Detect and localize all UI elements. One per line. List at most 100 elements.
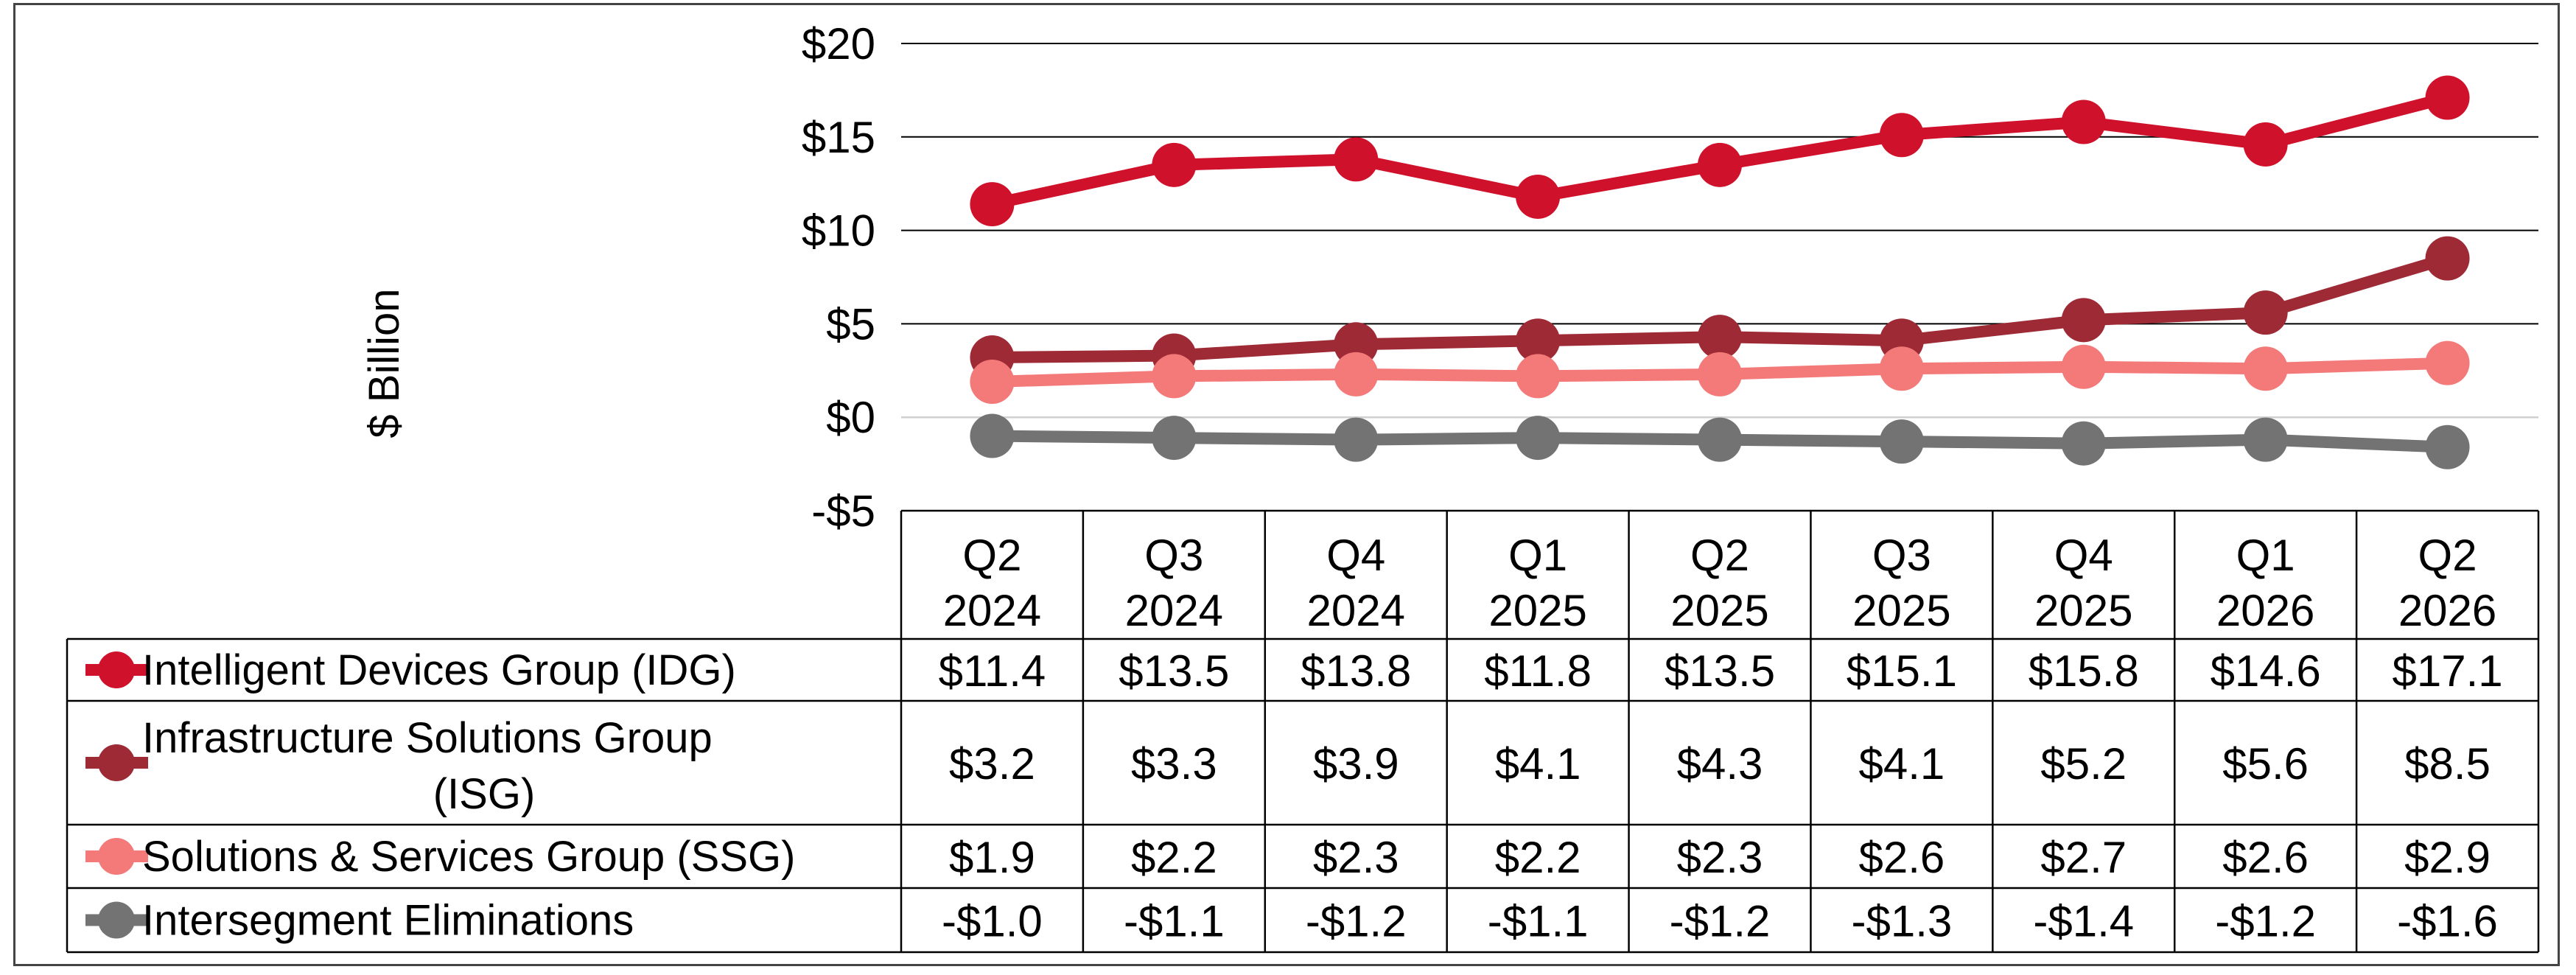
data-table-value: -$1.0 [942,897,1043,946]
data-table-value: $13.5 [1665,646,1775,696]
category-quarter-label: Q4 [2054,531,2113,580]
data-table-value: $1.9 [949,833,1035,882]
data-point-1 [1698,142,1742,187]
category-year-label: 2025 [1670,586,1768,635]
data-table-value: -$1.3 [1852,897,1953,946]
category-quarter-label: Q3 [1872,531,1931,580]
data-point-3 [1334,352,1379,396]
data-table-value: $4.1 [1858,739,1945,789]
data-table-value: $3.9 [1313,739,1399,789]
series-label: Intersegment Eliminations [142,897,634,945]
data-table-value: $5.2 [2040,739,2127,789]
data-table-value: $13.5 [1119,646,1229,696]
legend-key-marker [98,838,135,875]
category-year-label: 2024 [1306,586,1404,635]
y-tick-label: $10 [802,206,875,256]
data-point-2 [2425,236,2470,281]
data-table-value: $11.4 [939,646,1046,696]
data-table-value: $13.8 [1301,646,1411,696]
category-quarter-label: Q2 [1690,531,1749,580]
data-point-1 [970,182,1015,227]
data-point-4 [1516,416,1561,461]
data-point-4 [1334,417,1379,462]
data-table-value: $3.3 [1131,739,1217,789]
data-point-2 [1698,315,1742,360]
data-table-value: $15.1 [1847,646,1957,696]
data-table-value: $2.6 [2222,833,2309,882]
data-point-3 [2425,340,2470,385]
data-table-value: $2.2 [1131,833,1217,882]
category-quarter-label: Q4 [1326,531,1385,580]
data-point-3 [2243,346,2288,391]
data-table-value: -$1.6 [2397,897,2498,946]
data-table-value: $3.2 [949,739,1035,789]
category-quarter-label: Q1 [1508,531,1567,580]
data-point-3 [1152,354,1197,399]
revenue-line-chart: $20 $15 $10 $5 $0 -$5 $ Billion Q2 2024 Q3 2024 Q4 2… [66,19,2540,954]
data-point-1 [2061,99,2106,144]
series-label: Intelligent Devices Group (IDG) [142,646,736,694]
category-year-label: 2025 [1852,586,1950,635]
data-point-2 [2061,298,2106,343]
legend-key-marker [98,651,135,688]
category-quarter-label: Q2 [2418,531,2477,580]
series-label: Solutions & Services Group (SSG) [142,833,795,881]
category-year-label: 2024 [1125,586,1223,635]
series-label: (ISG) [433,770,536,818]
data-table-value: -$1.1 [1124,897,1225,946]
data-point-4 [1698,417,1742,462]
data-table-value: -$1.2 [2215,897,2316,946]
data-point-3 [970,360,1015,405]
category-quarter-label: Q2 [962,531,1021,580]
data-point-4 [2243,417,2288,462]
chart-frame: $20 $15 $10 $5 $0 -$5 $ Billion Q2 2024 Q3 2024 Q4 2… [13,3,2560,966]
data-point-3 [2061,344,2106,389]
data-table-value: -$1.2 [1306,897,1407,946]
data-table-value: $2.3 [1313,833,1399,882]
data-table-value: $5.6 [2222,739,2309,789]
data-point-4 [1152,416,1197,461]
category-quarter-label: Q1 [2236,531,2295,580]
data-table-value: $4.3 [1677,739,1763,789]
data-point-1 [1879,113,1924,158]
data-point-3 [1879,346,1924,391]
data-table-value: -$1.2 [1670,897,1771,946]
y-tick-label: $0 [826,393,875,442]
y-tick-label: -$5 [811,486,875,536]
data-table-value: $2.7 [2040,833,2127,882]
data-point-2 [1516,318,1561,363]
data-point-3 [1698,352,1742,396]
data-point-1 [2243,122,2288,167]
category-year-label: 2025 [1488,586,1586,635]
y-axis-title: $ Billion [360,288,408,438]
data-table-value: $4.1 [1495,739,1581,789]
data-table-value: $2.9 [2404,833,2491,882]
legend-key-marker [98,901,135,939]
data-table-value: $2.3 [1677,833,1763,882]
category-year-label: 2026 [2398,586,2496,635]
data-table-value: $11.8 [1484,646,1592,696]
data-table-value: $17.1 [2392,646,2502,696]
data-table-value: -$1.4 [2033,897,2134,946]
data-table-value: $8.5 [2404,739,2491,789]
y-tick-label: $20 [802,19,875,69]
data-table-value: -$1.1 [1488,897,1589,946]
data-table-value: $2.2 [1495,833,1581,882]
data-point-1 [1516,174,1561,219]
y-tick-label: $5 [826,299,875,349]
data-point-1 [2425,75,2470,120]
category-quarter-label: Q3 [1144,531,1203,580]
data-point-1 [1334,137,1379,182]
data-table-value: $2.6 [1858,833,1945,882]
data-table-value: $14.6 [2211,646,2321,696]
data-point-2 [2243,290,2288,335]
category-year-label: 2026 [2216,586,2314,635]
series-label: Infrastructure Solutions Group [142,714,713,762]
legend-key-marker [98,744,135,781]
category-year-label: 2024 [943,586,1041,635]
data-point-1 [1152,142,1197,187]
data-point-3 [1516,354,1561,399]
data-point-4 [970,413,1015,458]
data-table-value: $15.8 [2029,646,2139,696]
data-point-4 [1879,419,1924,464]
